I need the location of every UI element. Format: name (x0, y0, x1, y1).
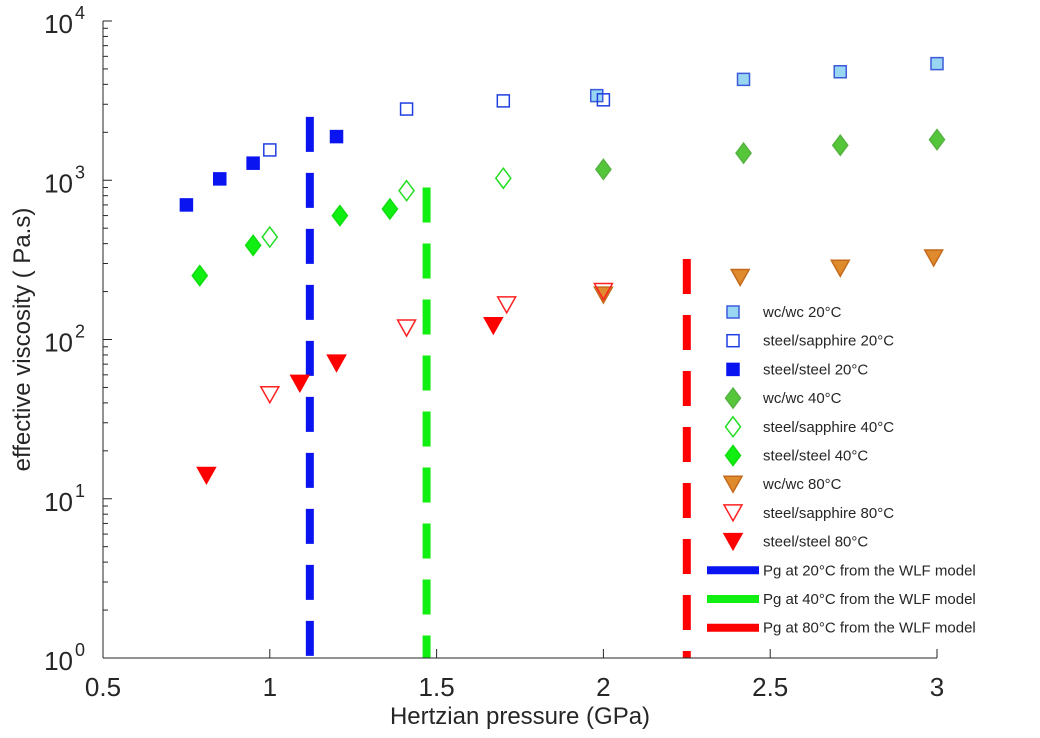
y-tick-label-4: 10 (44, 9, 73, 39)
y-tick-exponent-1: 1 (75, 481, 85, 501)
data-point-s8-p0 (197, 467, 215, 483)
data-point-s5-p0 (192, 266, 207, 286)
data-point-s0-p2 (834, 66, 846, 78)
data-point-s6-p1 (731, 270, 749, 286)
data-point-s3-p2 (833, 135, 848, 155)
data-point-s1-p2 (497, 95, 509, 107)
data-point-s4-p2 (496, 168, 511, 188)
data-point-s3-p0 (596, 159, 611, 179)
x-axis-title: Hertzian pressure (GPa) (390, 703, 650, 730)
x-tick-label-4: 2.5 (752, 672, 788, 702)
y-axis-title: effective viscosity ( Pa.s) (9, 208, 36, 472)
legend-label-4: steel/sapphire 40°C (763, 419, 894, 436)
legend-label-11: Pg at 80°C from the WLF model (763, 620, 976, 637)
data-point-s0-p3 (931, 58, 943, 70)
data-point-s4-p0 (262, 227, 277, 247)
legend-label-0: wc/wc 20°C (762, 304, 842, 321)
data-point-s2-p0 (180, 199, 192, 211)
data-point-s3-p1 (736, 143, 751, 163)
legend-label-3: wc/wc 40°C (762, 390, 842, 407)
data-point-s5-p3 (382, 199, 397, 219)
data-point-s8-p1 (291, 375, 309, 391)
data-point-s8-p2 (328, 355, 346, 371)
x-tick-label-3: 2 (596, 672, 610, 702)
legend-marker-8 (724, 534, 742, 550)
data-point-s5-p2 (332, 206, 347, 226)
data-point-s1-p0 (264, 144, 276, 156)
y-tick-exponent-0: 0 (75, 640, 85, 660)
x-tick-label-5: 3 (930, 672, 944, 702)
legend-label-6: wc/wc 80°C (762, 476, 842, 493)
legend: wc/wc 20°C steel/sapphire 20°C steel/steel… (707, 304, 976, 637)
y-tick-label-2: 10 (44, 328, 73, 358)
x-tick-label-1: 1 (263, 672, 277, 702)
legend-label-8: steel/steel 80°C (763, 534, 868, 551)
legend-marker-0 (727, 306, 739, 318)
data-point-s1-p1 (401, 103, 413, 115)
data-point-s7-p1 (398, 320, 416, 336)
legend-label-5: steel/steel 40°C (763, 448, 868, 465)
legend-label-9: Pg at 20°C from the WLF model (763, 562, 976, 579)
y-tick-exponent-2: 2 (75, 322, 85, 342)
data-point-s2-p1 (214, 173, 226, 185)
legend-label-10: Pg at 40°C from the WLF model (763, 591, 976, 608)
data-point-s2-p3 (331, 131, 343, 143)
legend-marker-2 (727, 363, 739, 375)
y-tick-label-3: 10 (44, 168, 73, 198)
y-tick-label-0: 10 (44, 646, 73, 676)
legend-marker-5 (726, 446, 741, 466)
y-tick-exponent-4: 4 (75, 3, 85, 23)
x-tick-label-2: 1.5 (419, 672, 455, 702)
legend-marker-4 (726, 417, 741, 437)
x-tick-label-0: 0.5 (85, 672, 121, 702)
data-point-s0-p1 (738, 73, 750, 85)
y-tick-exponent-3: 3 (75, 162, 85, 182)
legend-marker-3 (726, 388, 741, 408)
data-point-s4-p1 (399, 181, 414, 201)
data-point-s7-p2 (498, 297, 516, 313)
legend-label-1: steel/sapphire 20°C (763, 333, 894, 350)
data-point-s6-p3 (925, 250, 943, 266)
data-point-s6-p2 (831, 260, 849, 276)
legend-marker-6 (724, 476, 742, 492)
legend-marker-1 (727, 335, 739, 347)
data-point-s3-p3 (930, 130, 945, 150)
data-point-s2-p2 (247, 157, 259, 169)
legend-label-2: steel/steel 20°C (763, 361, 868, 378)
legend-marker-7 (724, 505, 742, 521)
y-tick-label-1: 10 (44, 487, 73, 517)
data-point-s5-p1 (246, 235, 261, 255)
data-point-s7-p0 (261, 387, 279, 403)
legend-label-7: steel/sapphire 80°C (763, 505, 894, 522)
data-point-s8-p3 (484, 318, 502, 334)
